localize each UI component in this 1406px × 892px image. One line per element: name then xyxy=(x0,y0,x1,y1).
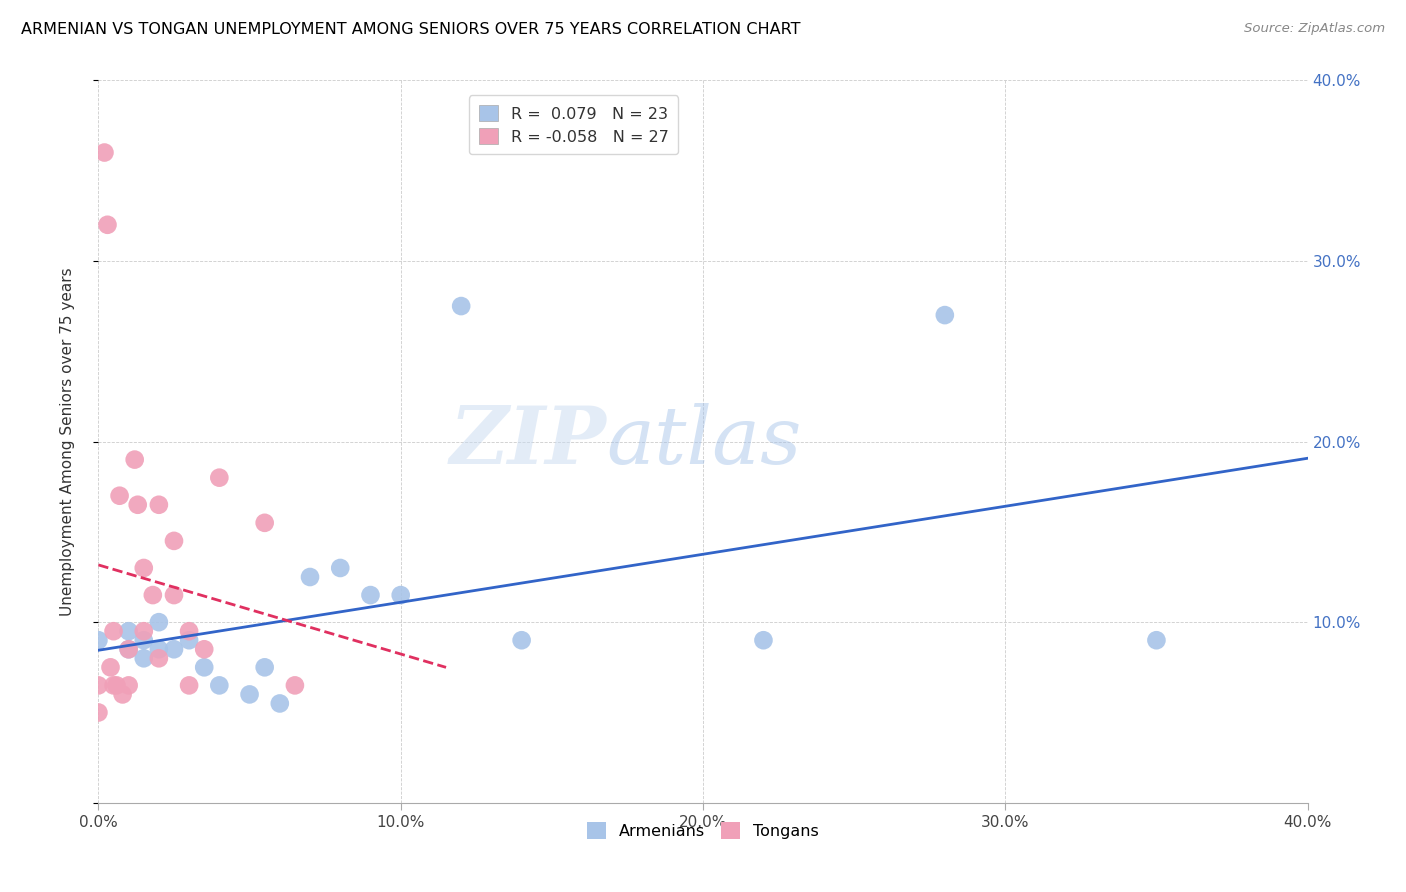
Y-axis label: Unemployment Among Seniors over 75 years: Unemployment Among Seniors over 75 years xyxy=(60,268,75,615)
Point xyxy=(450,299,472,313)
Point xyxy=(93,145,115,160)
Point xyxy=(118,678,141,692)
Point xyxy=(148,651,170,665)
Point xyxy=(105,678,128,692)
Point xyxy=(284,678,307,692)
Point xyxy=(253,516,276,530)
Point xyxy=(87,633,110,648)
Point xyxy=(1144,633,1167,648)
Point xyxy=(163,642,186,657)
Text: atlas: atlas xyxy=(606,403,801,480)
Point xyxy=(111,687,134,701)
Point xyxy=(934,308,956,322)
Point xyxy=(132,633,155,648)
Point xyxy=(148,642,170,657)
Point xyxy=(329,561,352,575)
Point xyxy=(132,651,155,665)
Point xyxy=(510,633,533,648)
Point xyxy=(253,660,276,674)
Point xyxy=(179,678,201,692)
Point xyxy=(124,452,146,467)
Point xyxy=(179,633,201,648)
Point xyxy=(118,642,141,657)
Point xyxy=(193,642,215,657)
Point xyxy=(132,624,155,639)
Point xyxy=(87,706,110,720)
Point xyxy=(127,498,149,512)
Point xyxy=(269,697,291,711)
Point xyxy=(108,489,131,503)
Point xyxy=(118,624,141,639)
Text: Source: ZipAtlas.com: Source: ZipAtlas.com xyxy=(1244,22,1385,36)
Point xyxy=(239,687,262,701)
Point xyxy=(103,624,125,639)
Text: ARMENIAN VS TONGAN UNEMPLOYMENT AMONG SENIORS OVER 75 YEARS CORRELATION CHART: ARMENIAN VS TONGAN UNEMPLOYMENT AMONG SE… xyxy=(21,22,800,37)
Point xyxy=(103,678,125,692)
Point xyxy=(179,624,201,639)
Point xyxy=(752,633,775,648)
Point xyxy=(208,471,231,485)
Point xyxy=(148,498,170,512)
Point xyxy=(96,218,118,232)
Point xyxy=(208,678,231,692)
Point xyxy=(142,588,165,602)
Point xyxy=(389,588,412,602)
Point xyxy=(299,570,322,584)
Point xyxy=(118,642,141,657)
Point xyxy=(360,588,382,602)
Point xyxy=(100,660,122,674)
Legend: Armenians, Tongans: Armenians, Tongans xyxy=(581,816,825,846)
Point xyxy=(132,561,155,575)
Point xyxy=(163,533,186,548)
Point xyxy=(87,678,110,692)
Point xyxy=(148,615,170,630)
Text: ZIP: ZIP xyxy=(450,403,606,480)
Point xyxy=(193,660,215,674)
Point xyxy=(163,588,186,602)
